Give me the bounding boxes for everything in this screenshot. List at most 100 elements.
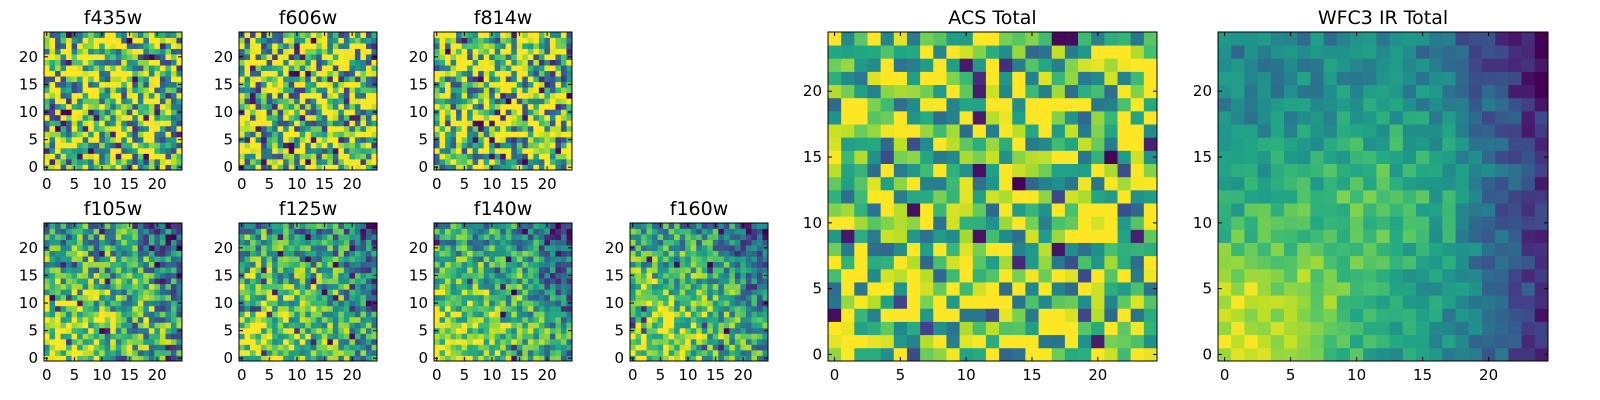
heatmap-cell bbox=[266, 327, 273, 334]
heatmap-cell bbox=[511, 37, 518, 44]
heatmap-cell bbox=[143, 76, 150, 83]
heatmap-cell bbox=[729, 223, 736, 229]
heatmap-cell bbox=[272, 142, 279, 149]
heatmap-cell bbox=[255, 355, 262, 362]
heatmap-cell bbox=[176, 261, 183, 268]
heatmap-cell bbox=[272, 48, 279, 55]
heatmap-cell bbox=[93, 136, 100, 143]
heatmap-cell bbox=[456, 48, 462, 55]
heatmap-cell bbox=[933, 203, 947, 217]
heatmap-cell bbox=[635, 223, 642, 229]
heatmap-cell bbox=[439, 70, 446, 77]
heatmap-cell bbox=[305, 114, 312, 121]
heatmap-cell bbox=[110, 272, 117, 279]
heatmap-cell bbox=[88, 98, 95, 105]
heatmap-cell bbox=[445, 87, 451, 94]
heatmap-cell bbox=[132, 70, 139, 77]
heatmap-cell bbox=[104, 32, 111, 38]
heatmap-cell bbox=[255, 234, 262, 240]
heatmap-cell bbox=[456, 349, 462, 356]
heatmap-cell bbox=[294, 234, 301, 240]
heatmap-cell bbox=[456, 37, 462, 44]
heatmap-cell bbox=[360, 272, 367, 279]
heatmap-cell bbox=[560, 59, 567, 66]
heatmap-cell bbox=[283, 109, 290, 116]
heatmap-cell bbox=[544, 283, 551, 290]
heatmap-cell bbox=[104, 349, 111, 356]
heatmap-cell bbox=[148, 300, 155, 307]
heatmap-cell bbox=[527, 349, 534, 356]
heatmap-cell bbox=[972, 321, 987, 336]
x-tick-label: 15 bbox=[510, 175, 529, 193]
heatmap-cell bbox=[544, 349, 551, 356]
heatmap-cell bbox=[544, 81, 551, 88]
heatmap-cell bbox=[472, 305, 479, 312]
heatmap-cell bbox=[467, 81, 474, 88]
heatmap-cell bbox=[566, 147, 573, 154]
heatmap-cell bbox=[305, 316, 312, 323]
heatmap-cell bbox=[71, 278, 78, 285]
heatmap-cell bbox=[505, 355, 512, 362]
heatmap-cell bbox=[60, 333, 67, 340]
heatmap-cell bbox=[354, 245, 361, 251]
heatmap-cell bbox=[549, 327, 556, 334]
heatmap-cell bbox=[60, 92, 67, 99]
heatmap-cell bbox=[283, 48, 290, 55]
heatmap-cell bbox=[555, 239, 562, 246]
heatmap-cell bbox=[349, 142, 356, 149]
heatmap-cell bbox=[500, 131, 507, 138]
heatmap-cell bbox=[176, 338, 183, 345]
heatmap-cell bbox=[505, 289, 512, 296]
heatmap-cell bbox=[483, 98, 490, 105]
heatmap-cell bbox=[255, 59, 262, 66]
heatmap-cell bbox=[527, 48, 534, 55]
heatmap-cell bbox=[154, 65, 161, 72]
heatmap-cell bbox=[349, 59, 356, 66]
heatmap-cell bbox=[288, 103, 295, 110]
heatmap-cell bbox=[533, 289, 540, 296]
heatmap-cell bbox=[49, 305, 56, 312]
heatmap-cell bbox=[272, 283, 279, 290]
heatmap-cell bbox=[828, 229, 842, 243]
heatmap-cell bbox=[60, 37, 67, 44]
heatmap-cell bbox=[439, 37, 446, 44]
heatmap-cell bbox=[148, 32, 155, 38]
heatmap-cell bbox=[646, 333, 653, 340]
heatmap-cell bbox=[920, 308, 934, 322]
heatmap-cell bbox=[66, 125, 72, 132]
heatmap-cell bbox=[365, 267, 372, 274]
heatmap-cell bbox=[360, 294, 367, 301]
heatmap-cell bbox=[321, 103, 328, 110]
heatmap-cell bbox=[1051, 282, 1066, 296]
heatmap-cell bbox=[288, 305, 295, 312]
heatmap-cell bbox=[321, 333, 328, 340]
heatmap-cell bbox=[729, 349, 736, 356]
heatmap-cell bbox=[55, 70, 61, 77]
heatmap-cell bbox=[104, 239, 111, 246]
heatmap-cell bbox=[115, 349, 122, 356]
heatmap-cell bbox=[66, 59, 72, 66]
heatmap-cell bbox=[310, 114, 317, 121]
heatmap-cell bbox=[745, 338, 752, 345]
heatmap-cell bbox=[472, 250, 479, 257]
heatmap-cell bbox=[154, 98, 161, 105]
heatmap-cell bbox=[555, 48, 562, 55]
heatmap-cell bbox=[893, 203, 908, 217]
heatmap-cell bbox=[310, 76, 317, 83]
heatmap-cell bbox=[110, 109, 117, 116]
heatmap-cell bbox=[489, 283, 496, 290]
heatmap-cell bbox=[371, 103, 378, 110]
heatmap-cell bbox=[1012, 189, 1026, 204]
heatmap-cell bbox=[494, 136, 501, 143]
heatmap-cell bbox=[250, 261, 256, 268]
heatmap-cell bbox=[880, 229, 895, 243]
heatmap-cell bbox=[555, 311, 562, 318]
heatmap-cell bbox=[294, 327, 301, 334]
heatmap-cell bbox=[60, 300, 67, 307]
heatmap-cell bbox=[985, 176, 1000, 191]
heatmap-cell bbox=[641, 223, 647, 229]
heatmap-cell bbox=[1104, 242, 1118, 257]
heatmap-cell bbox=[522, 109, 529, 116]
heatmap-cell bbox=[154, 267, 161, 274]
heatmap-cell bbox=[434, 278, 440, 285]
